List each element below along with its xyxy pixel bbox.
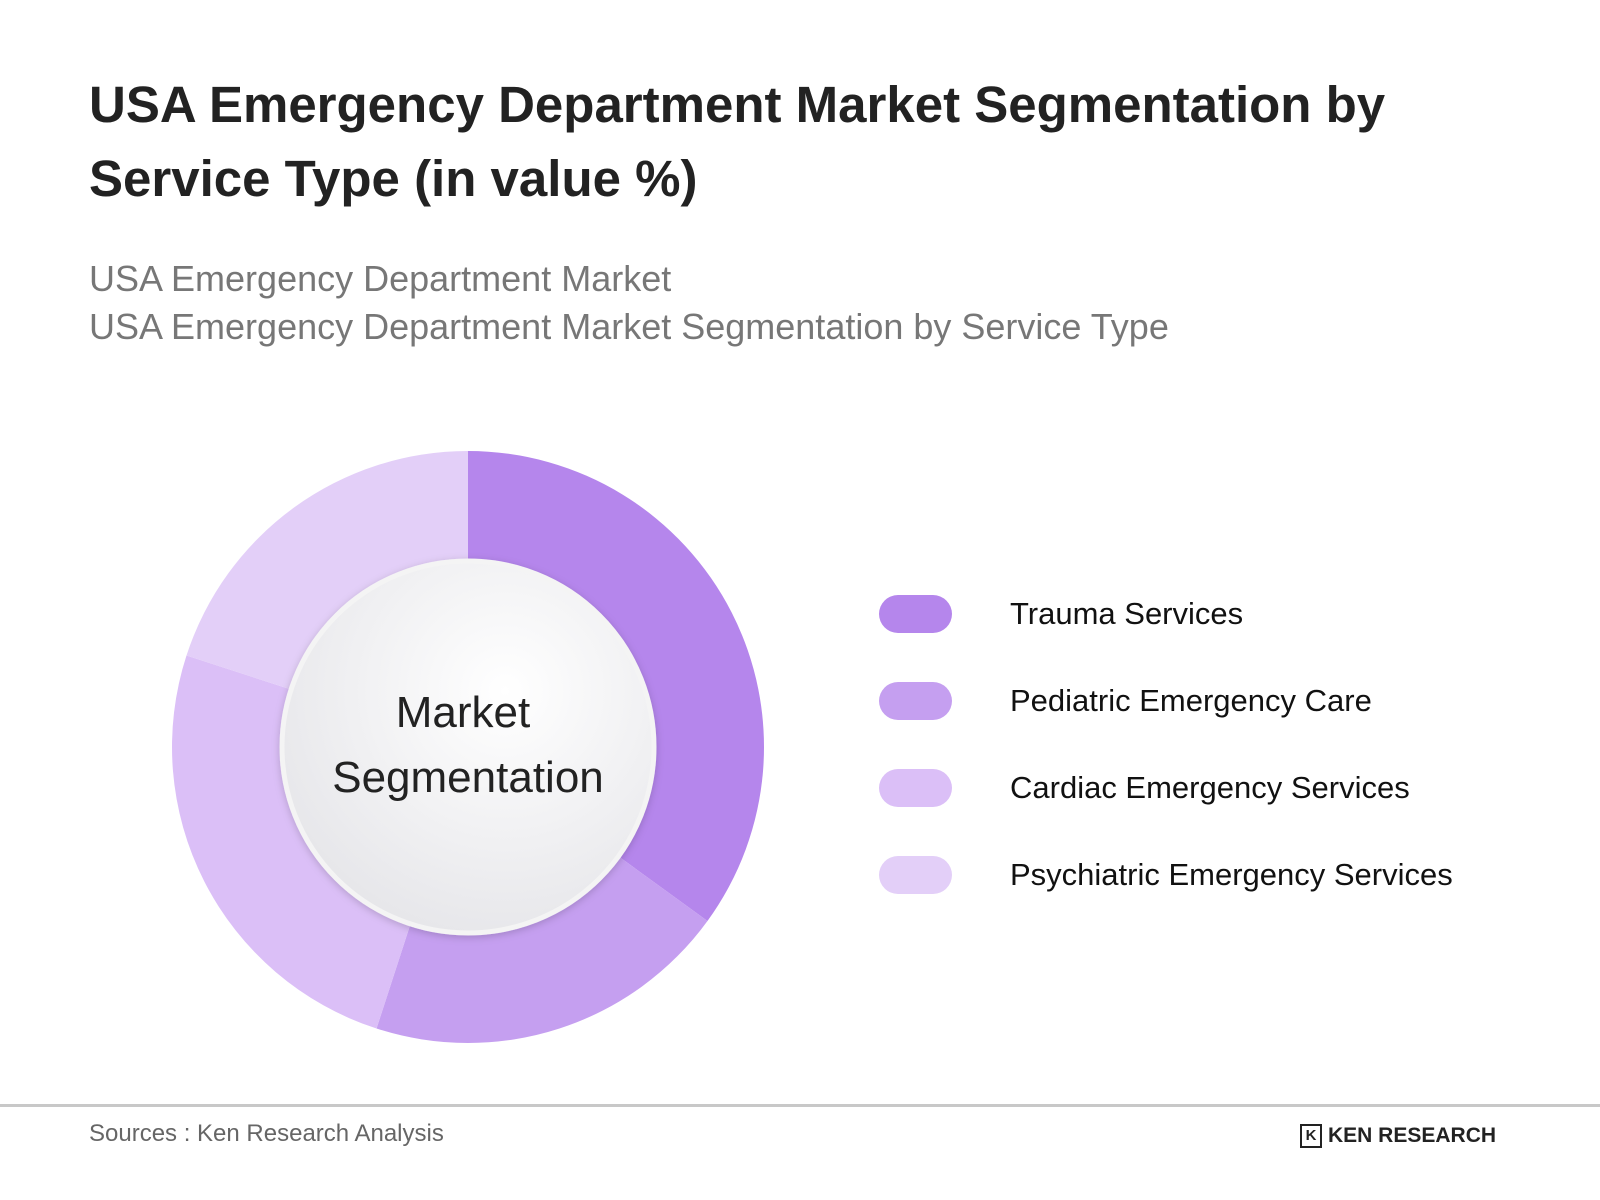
legend-item: Pediatric Emergency Care [879, 657, 1453, 744]
center-label-line-2: Segmentation [332, 753, 604, 802]
legend-item: Psychiatric Emergency Services [879, 831, 1453, 918]
legend-label: Psychiatric Emergency Services [1010, 856, 1453, 892]
logo-k-icon: K [1300, 1124, 1322, 1148]
legend-label: Pediatric Emergency Care [1010, 682, 1372, 718]
source-note: Sources : Ken Research Analysis [89, 1120, 444, 1147]
legend-swatch [879, 768, 952, 807]
legend-swatch [879, 855, 952, 894]
legend-label: Cardiac Emergency Services [1010, 769, 1410, 805]
legend-swatch [879, 681, 952, 720]
slice-psychiatric-emergency-services [186, 450, 468, 701]
center-label-line-1: Market [396, 688, 530, 737]
subtitle-2: USA Emergency Department Market Segmenta… [89, 306, 1169, 347]
subtitle-1: USA Emergency Department Market [89, 258, 672, 299]
legend-item: Cardiac Emergency Services [879, 744, 1453, 831]
legend-item: Trauma Services [879, 570, 1453, 657]
ken-research-logo: K KEN RESEARCH [1300, 1124, 1496, 1148]
legend-swatch [879, 594, 952, 633]
donut-center [279, 558, 657, 936]
slice-pediatric-emergency-care [376, 835, 708, 1043]
footer-divider [0, 1104, 1600, 1107]
legend-label: Trauma Services [1010, 595, 1244, 631]
legend: Trauma Services Pediatric Emergency Care… [879, 570, 1453, 918]
donut-chart: Market Segmentation [172, 450, 765, 1043]
logo-text: KEN RESEARCH [1328, 1124, 1497, 1147]
slice-cardiac-emergency-services [172, 655, 422, 1029]
chart-title: USA Emergency Department Market Segmenta… [89, 76, 1386, 207]
